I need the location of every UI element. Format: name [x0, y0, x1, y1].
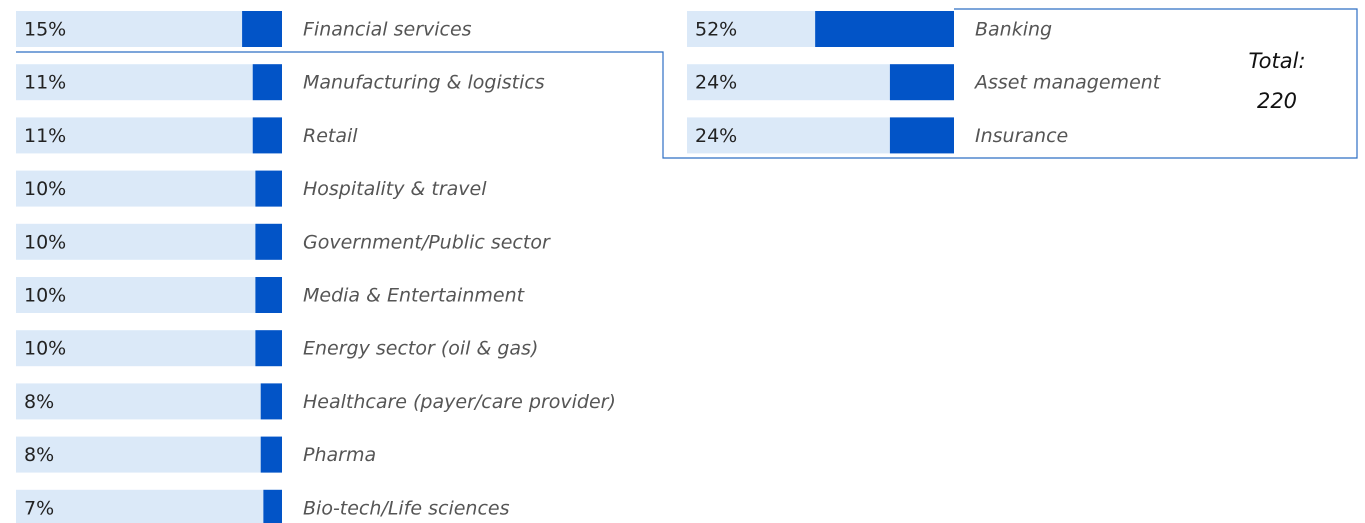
category-label: Financial services	[303, 19, 472, 41]
bar	[255, 223, 282, 260]
bar-track	[16, 170, 282, 207]
category-label: Government/Public sector	[303, 231, 551, 253]
bar	[260, 383, 282, 420]
bar	[815, 11, 954, 47]
value-label: 11%	[24, 72, 66, 94]
total-value: 220	[1257, 89, 1297, 113]
value-label: 10%	[24, 231, 66, 253]
category-label: Manufacturing & logistics	[303, 72, 545, 94]
value-label: 8%	[24, 391, 54, 413]
value-label: 10%	[24, 285, 66, 307]
bar	[242, 11, 282, 47]
bar	[263, 489, 282, 523]
category-label: Insurance	[975, 125, 1068, 147]
category-label: Retail	[303, 125, 358, 147]
value-label: 10%	[24, 178, 66, 200]
bar-track	[16, 330, 282, 367]
category-label: Media & Entertainment	[303, 285, 526, 307]
bar	[889, 117, 954, 154]
category-label: Banking	[975, 19, 1052, 41]
value-label: 52%	[695, 19, 737, 41]
bar-track	[16, 11, 282, 47]
value-label: 11%	[24, 125, 66, 147]
category-label: Bio-tech/Life sciences	[303, 497, 510, 519]
bar	[255, 330, 282, 367]
bar	[889, 64, 954, 101]
category-label: Asset management	[973, 72, 1162, 94]
bar	[255, 277, 282, 313]
bar	[252, 64, 282, 101]
category-label: Hospitality & travel	[303, 178, 487, 200]
bar-track	[16, 223, 282, 260]
value-label: 8%	[24, 444, 54, 466]
category-label: Healthcare (payer/care provider)	[303, 391, 616, 413]
bar	[252, 117, 282, 154]
category-label: Pharma	[303, 444, 376, 466]
bar	[260, 436, 282, 473]
bar-track	[16, 64, 282, 101]
value-label: 15%	[24, 19, 66, 41]
category-label: Energy sector (oil & gas)	[303, 338, 538, 360]
value-label: 10%	[24, 338, 66, 360]
bar-track	[16, 117, 282, 154]
total-label: Total:	[1248, 49, 1305, 73]
bar	[255, 170, 282, 207]
value-label: 24%	[695, 72, 737, 94]
value-label: 24%	[695, 125, 737, 147]
bar-track	[16, 489, 282, 523]
group-outline	[16, 8, 1358, 159]
bar-track	[16, 436, 282, 473]
value-label: 7%	[24, 497, 54, 519]
bar-track	[16, 383, 282, 420]
bar-track	[16, 277, 282, 313]
